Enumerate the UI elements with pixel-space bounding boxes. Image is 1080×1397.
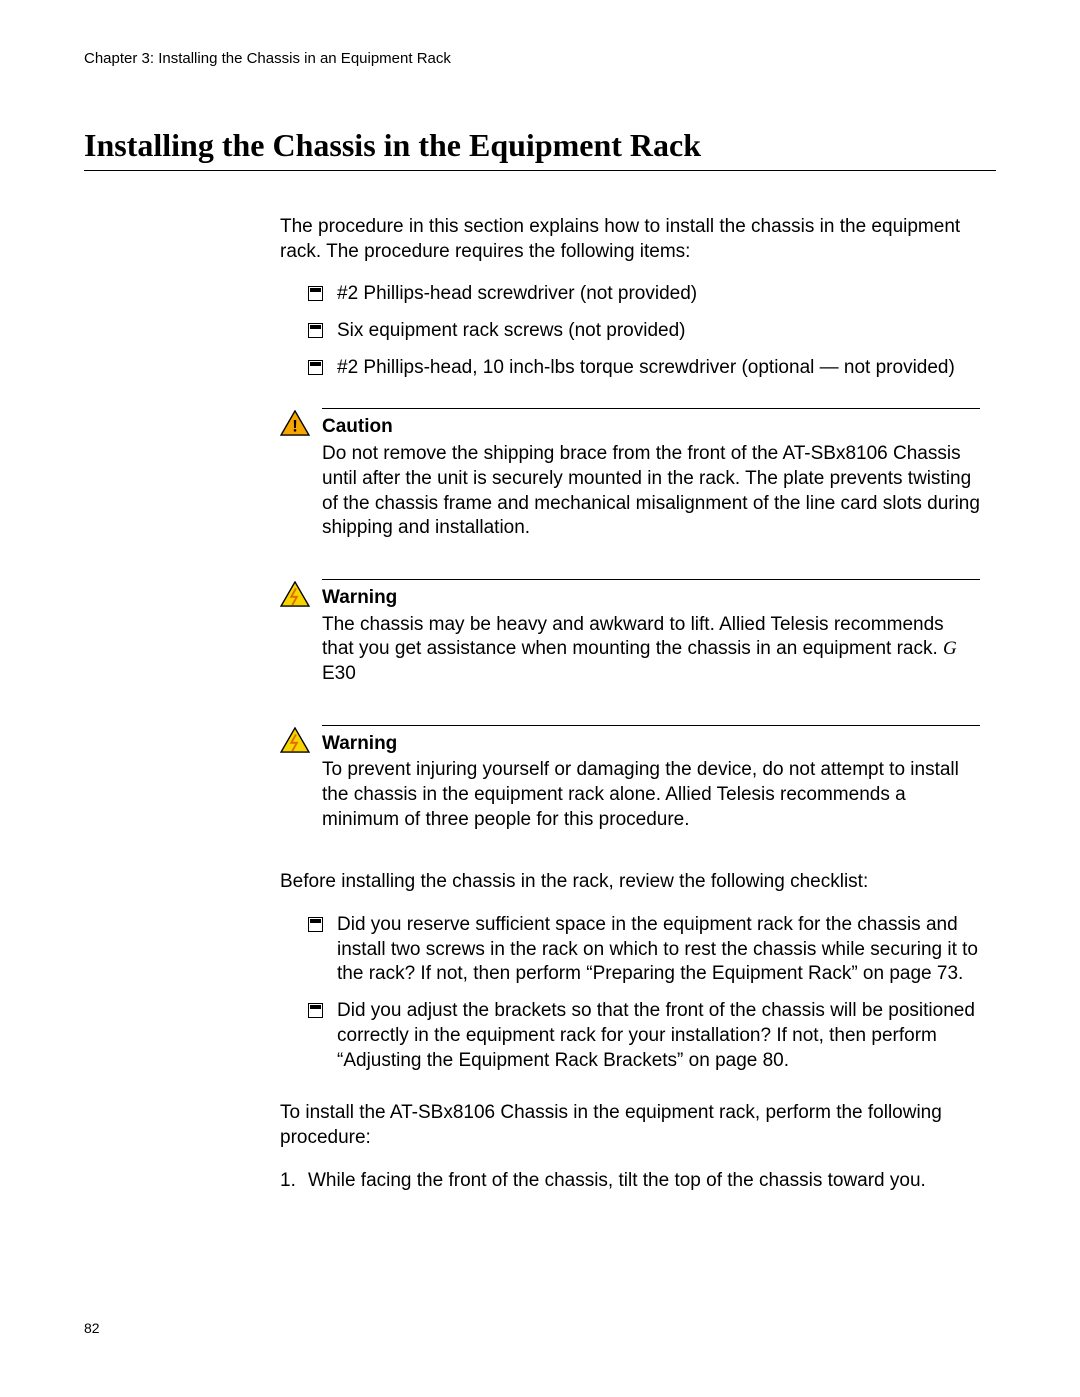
list-item: #2 Phillips-head screwdriver (not provid… bbox=[280, 282, 980, 307]
page-content: Chapter 3: Installing the Chassis in an … bbox=[84, 50, 996, 1207]
caution-icon: ! bbox=[280, 410, 310, 444]
warning-text: To prevent injuring yourself or damaging… bbox=[322, 758, 980, 832]
body-column: The procedure in this section explains h… bbox=[280, 215, 980, 1193]
warning-title: Warning bbox=[322, 732, 980, 757]
step-number: 1. bbox=[280, 1169, 308, 1194]
warning-text: The chassis may be heavy and awkward to … bbox=[322, 613, 980, 687]
intro-paragraph: The procedure in this section explains h… bbox=[280, 215, 980, 264]
warning-text-post: E30 bbox=[322, 663, 356, 684]
warning-title: Warning bbox=[322, 586, 980, 611]
list-item-text: Did you adjust the brackets so that the … bbox=[337, 999, 980, 1073]
list-item-text: #2 Phillips-head screwdriver (not provid… bbox=[337, 282, 980, 307]
signoff-glyph: G bbox=[943, 638, 957, 659]
list-item-text: Did you reserve sufficient space in the … bbox=[337, 913, 980, 987]
caution-body: Caution Do not remove the shipping brace… bbox=[322, 408, 980, 540]
review-checklist: Did you reserve sufficient space in the … bbox=[280, 913, 980, 1073]
pre-checklist-paragraph: Before installing the chassis in the rac… bbox=[280, 870, 980, 895]
step-text: While facing the front of the chassis, t… bbox=[308, 1169, 980, 1194]
list-item: Did you reserve sufficient space in the … bbox=[280, 913, 980, 987]
warning-icon bbox=[280, 581, 310, 615]
caution-notice: ! Caution Do not remove the shipping bra… bbox=[280, 408, 980, 540]
caution-text: Do not remove the shipping brace from th… bbox=[322, 442, 980, 541]
checkbox-icon bbox=[308, 286, 323, 301]
procedure-intro: To install the AT-SBx8106 Chassis in the… bbox=[280, 1101, 980, 1150]
page-number: 82 bbox=[84, 1320, 100, 1336]
warning-notice: Warning To prevent injuring yourself or … bbox=[280, 725, 980, 833]
svg-text:!: ! bbox=[292, 417, 298, 436]
checkbox-icon bbox=[308, 917, 323, 932]
warning-body: Warning The chassis may be heavy and awk… bbox=[322, 579, 980, 687]
section-title: Installing the Chassis in the Equipment … bbox=[84, 127, 996, 171]
procedure-step: 1. While facing the front of the chassis… bbox=[280, 1169, 980, 1194]
warning-notice: Warning The chassis may be heavy and awk… bbox=[280, 579, 980, 687]
chapter-header: Chapter 3: Installing the Chassis in an … bbox=[84, 50, 996, 67]
caution-title: Caution bbox=[322, 415, 980, 440]
list-item: Six equipment rack screws (not provided) bbox=[280, 319, 980, 344]
checkbox-icon bbox=[308, 323, 323, 338]
warning-text-pre: The chassis may be heavy and awkward to … bbox=[322, 614, 944, 660]
list-item-text: Six equipment rack screws (not provided) bbox=[337, 319, 980, 344]
warning-icon bbox=[280, 727, 310, 761]
list-item: Did you adjust the brackets so that the … bbox=[280, 999, 980, 1073]
checkbox-icon bbox=[308, 1003, 323, 1018]
list-item: #2 Phillips-head, 10 inch-lbs torque scr… bbox=[280, 356, 980, 381]
list-item-text: #2 Phillips-head, 10 inch-lbs torque scr… bbox=[337, 356, 980, 381]
required-items-list: #2 Phillips-head screwdriver (not provid… bbox=[280, 282, 980, 380]
checkbox-icon bbox=[308, 360, 323, 375]
warning-body: Warning To prevent injuring yourself or … bbox=[322, 725, 980, 833]
